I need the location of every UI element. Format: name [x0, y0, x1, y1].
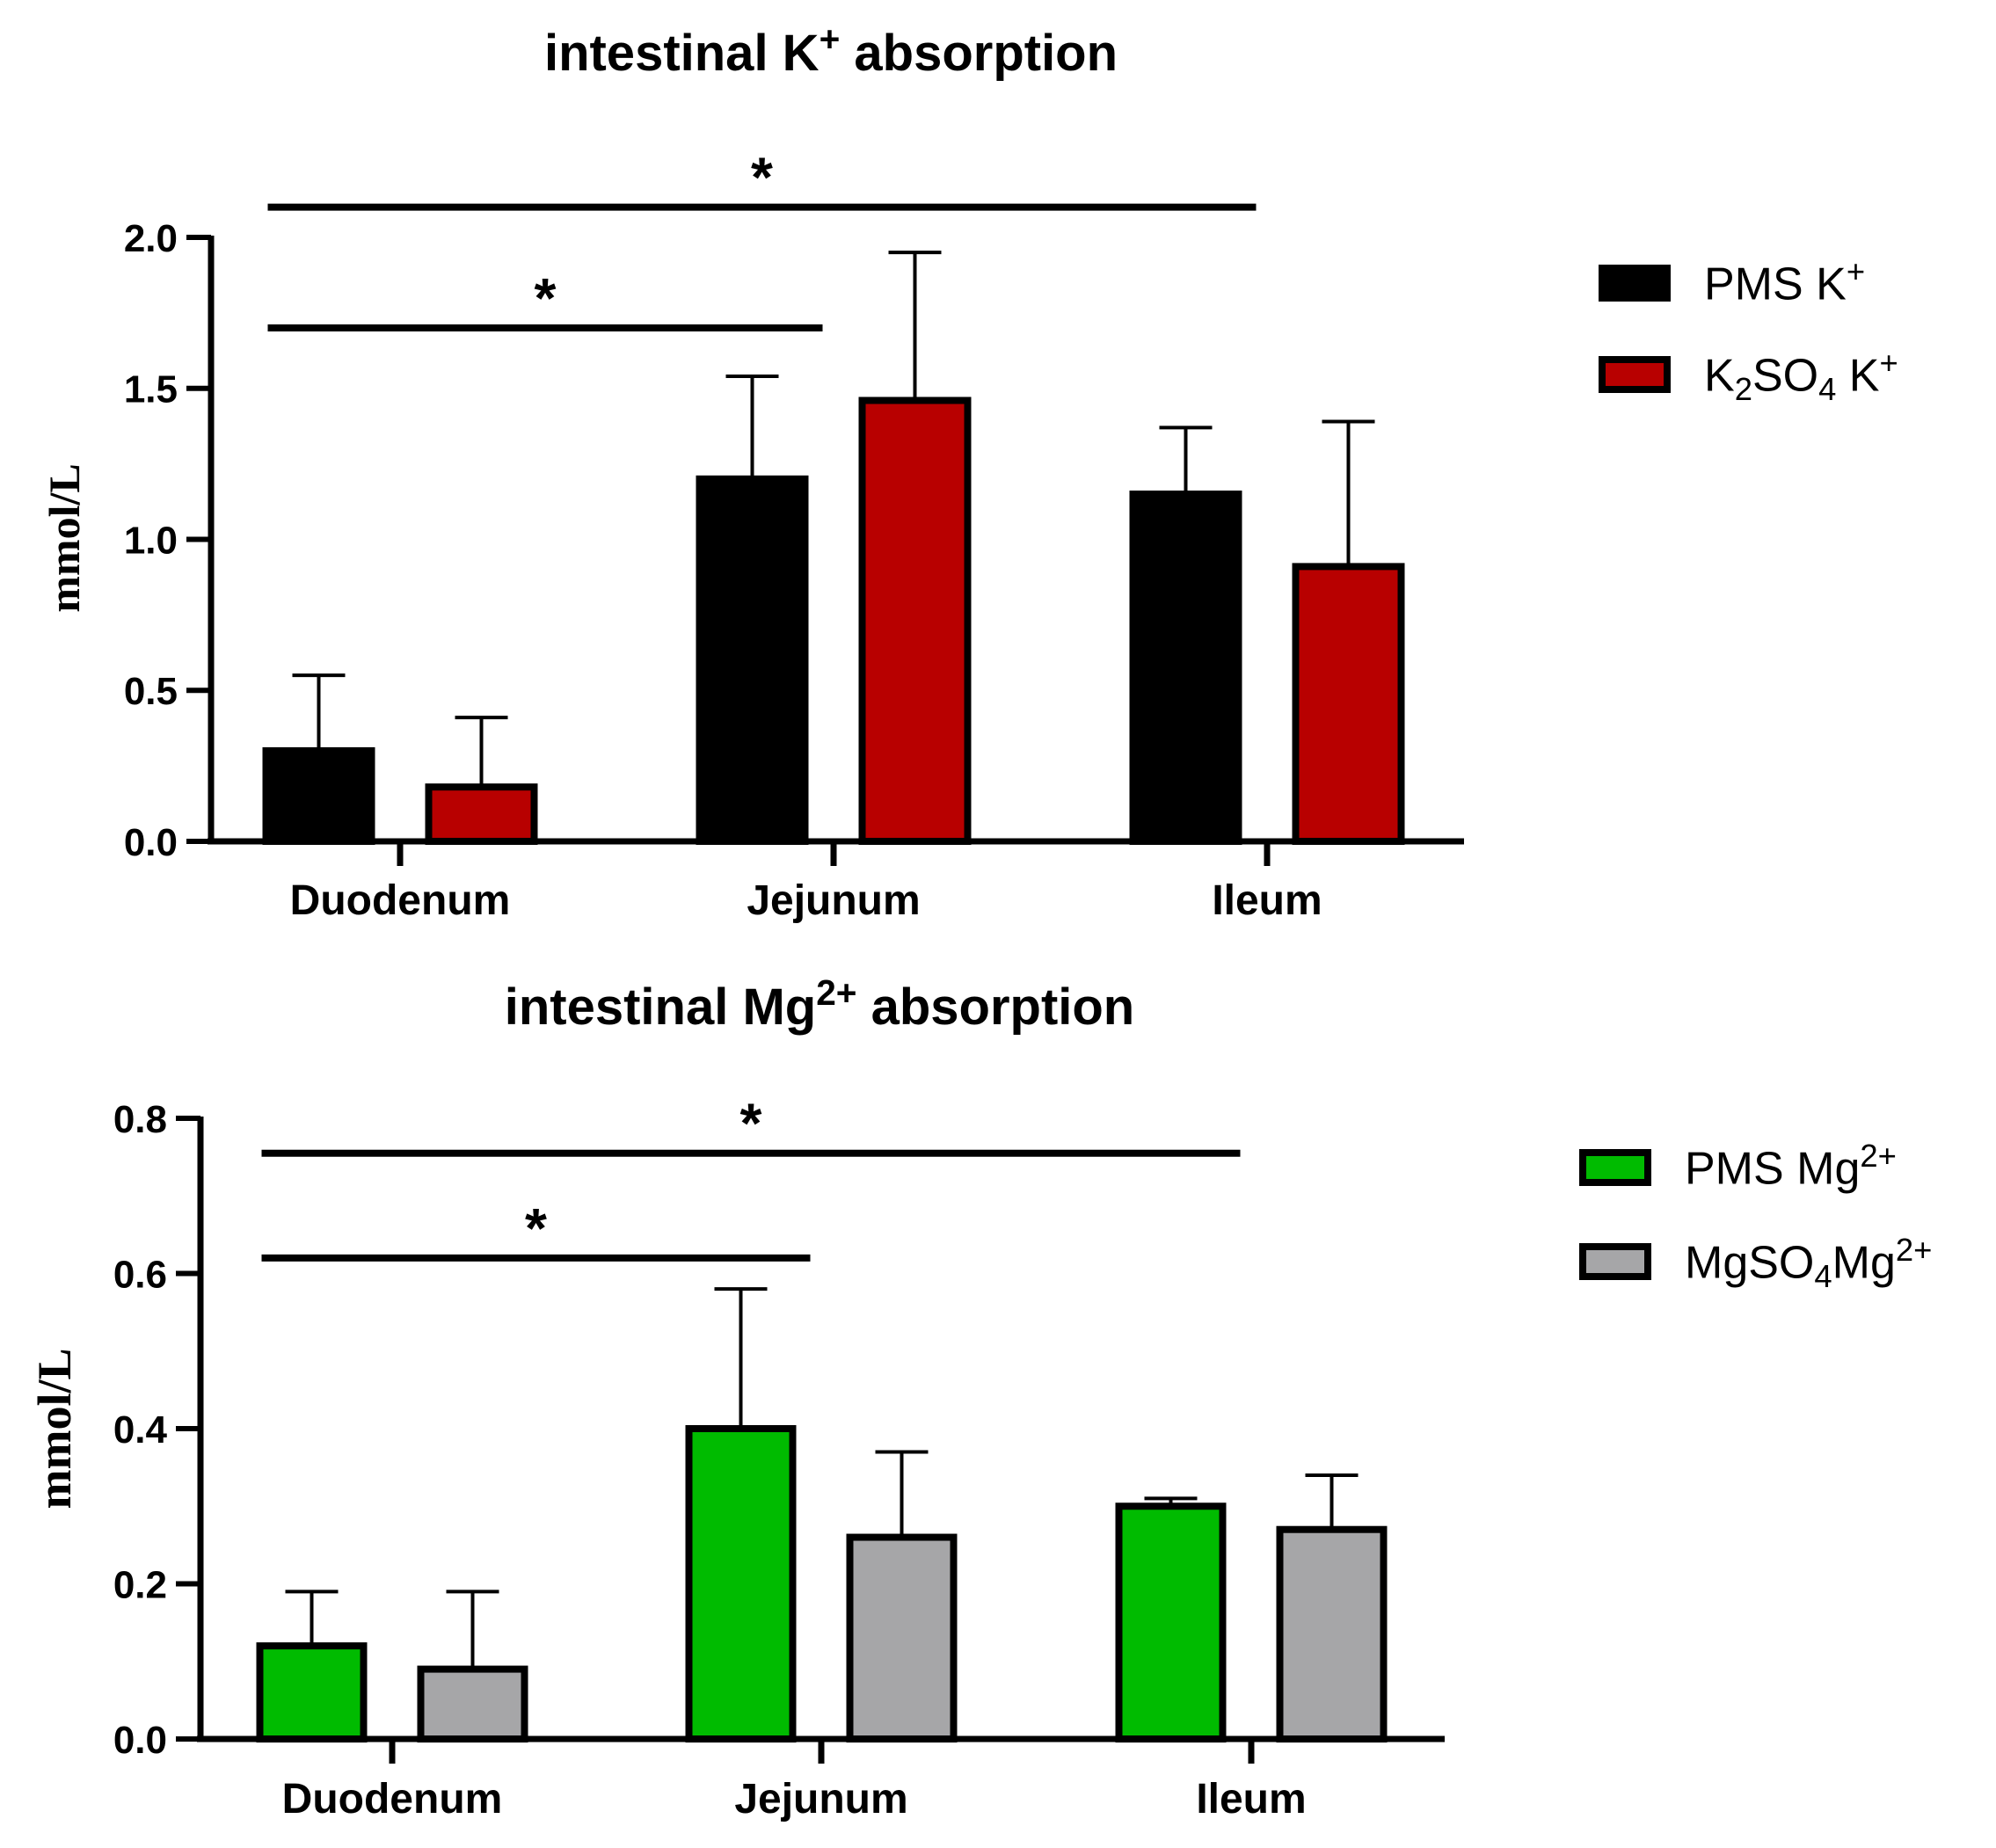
legend-text-part: SO — [1752, 351, 1818, 402]
bar-2-duodenum — [425, 783, 538, 845]
y-axis-label: mmol/L — [28, 1349, 81, 1510]
legend-subscript: 4 — [1818, 371, 1836, 407]
legend-superscript: + — [1879, 345, 1898, 381]
x-tick-label-duodenum: Duodenum — [290, 877, 511, 924]
significance-marker: * — [525, 1197, 547, 1260]
bar-1-jejunum — [696, 475, 809, 845]
bar-2-jejunum — [846, 1533, 958, 1743]
chart-title-main: intestinal Mg — [505, 979, 816, 1036]
bar-1-ileum — [1129, 490, 1242, 845]
bar-2-duodenum — [417, 1665, 528, 1743]
bar-1-duodenum — [262, 746, 375, 846]
y-tick-label: 1.0 — [124, 519, 178, 562]
x-tick-label-duodenum: Duodenum — [282, 1776, 503, 1823]
y-tick-label: 0.6 — [113, 1253, 167, 1296]
y-tick-label: 0.0 — [113, 1719, 167, 1762]
chart-title-tail: absorption — [856, 979, 1134, 1036]
legend-swatch-2 — [1579, 1243, 1651, 1280]
legend-label-2: MgSO4Mg2+ — [1685, 1232, 1932, 1294]
legend-swatch-1 — [1579, 1149, 1651, 1186]
legend-text-part: K — [1836, 351, 1879, 402]
legend-swatch-2 — [1599, 356, 1671, 393]
chart-1: intestinal K+ absorptionmmol/L0.00.51.01… — [40, 18, 1898, 924]
legend-subscript: 4 — [1814, 1258, 1832, 1294]
legend-superscript: 2+ — [1860, 1138, 1897, 1174]
significance-marker: * — [535, 266, 557, 330]
bar-1-jejunum — [685, 1425, 797, 1743]
chart-title-main: intestinal K — [544, 25, 820, 82]
legend-text-part: PMS K — [1704, 259, 1847, 310]
y-tick-label: 0.8 — [113, 1098, 167, 1141]
legend-text-part: K — [1704, 351, 1735, 402]
legend-label-1: PMS K+ — [1704, 253, 1865, 310]
legend-subscript: 2 — [1735, 371, 1752, 407]
legend-swatch-1 — [1599, 265, 1671, 302]
bar-2-ileum — [1292, 563, 1405, 845]
chart-title-sup: + — [820, 18, 841, 59]
y-tick-label: 0.5 — [124, 670, 178, 713]
x-tick-label-jejunum: Jejunum — [734, 1776, 907, 1823]
legend-superscript: 2+ — [1896, 1232, 1933, 1268]
legend-text-part: PMS Mg — [1685, 1144, 1860, 1195]
legend-text-part: MgSO — [1685, 1238, 1814, 1289]
legend-label-1: PMS Mg2+ — [1685, 1138, 1897, 1195]
chart-2: intestinal Mg2+ absorptionmmol/L0.00.20.… — [28, 972, 1932, 1823]
y-tick-label: 0.0 — [124, 821, 178, 864]
chart-title-tail: absorption — [840, 25, 1118, 82]
x-tick-label-jejunum: Jejunum — [747, 877, 920, 924]
y-tick-label: 0.2 — [113, 1563, 167, 1606]
y-axis-label: mmol/L — [40, 463, 89, 612]
y-tick-label: 2.0 — [124, 217, 178, 260]
legend-text-part: Mg — [1832, 1238, 1896, 1289]
legend-label-2: K2SO4 K+ — [1704, 345, 1898, 407]
x-tick-label-ileum: Ileum — [1196, 1776, 1306, 1823]
chart-title-sup: 2+ — [816, 972, 856, 1013]
significance-marker: * — [740, 1092, 762, 1155]
x-tick-label-ileum: Ileum — [1212, 877, 1322, 924]
y-tick-label: 0.4 — [113, 1408, 168, 1451]
chart-title: intestinal K+ absorption — [544, 18, 1118, 82]
bar-2-jejunum — [858, 397, 972, 845]
bar-1-duodenum — [256, 1642, 368, 1743]
bar-2-ileum — [1276, 1525, 1388, 1743]
legend-superscript: + — [1847, 253, 1865, 289]
chart-title: intestinal Mg2+ absorption — [505, 972, 1135, 1036]
significance-marker: * — [751, 146, 773, 209]
bar-1-ileum — [1115, 1502, 1227, 1743]
y-tick-label: 1.5 — [124, 368, 178, 411]
